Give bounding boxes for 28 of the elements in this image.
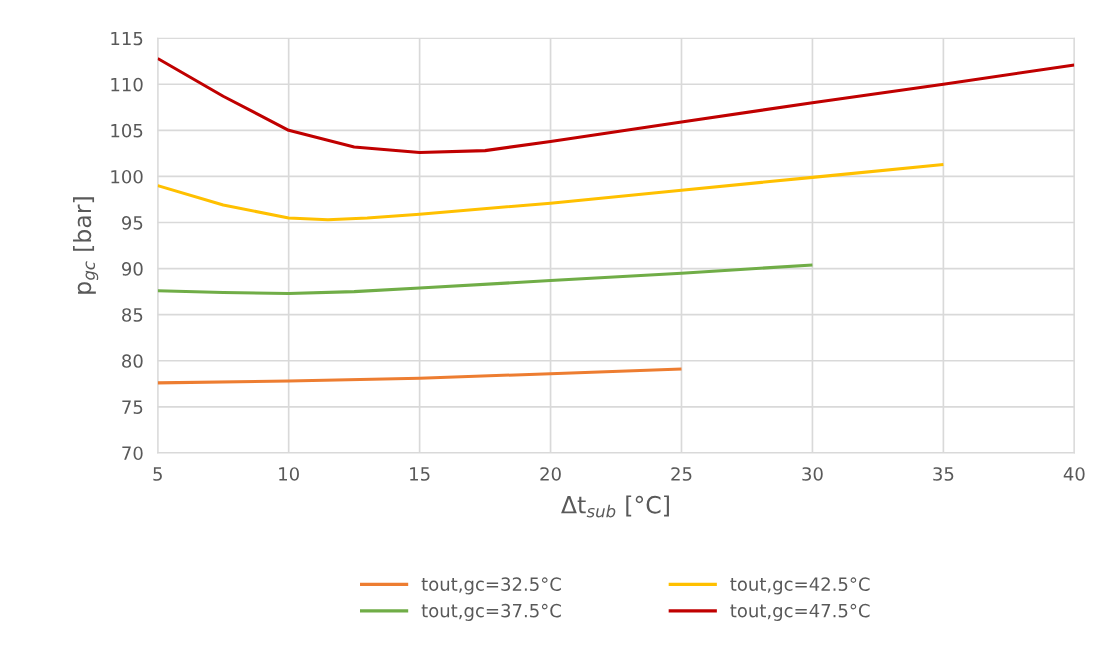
line-series: [157, 162, 945, 222]
x-tick-label: 20: [540, 467, 561, 481]
x-tick-label: 40: [1063, 467, 1085, 481]
y-tick-label: 85: [122, 308, 143, 322]
y-tick-label: 95: [122, 215, 143, 230]
legend-label: tout,gc=47.5°C: [730, 603, 870, 621]
y-tick-label: 90: [122, 262, 143, 276]
x-axis-title: Δt$_{sub}$ [°C]: [561, 495, 669, 518]
legend-label: tout,gc=32.5°C: [421, 577, 561, 595]
line-series: [157, 263, 814, 296]
x-tick-label: 10: [279, 467, 299, 481]
y-tick-label: 100: [111, 169, 143, 184]
y-tick-label: 70: [122, 446, 143, 461]
legend-label: tout,gc=42.5°C: [730, 577, 870, 595]
x-tick-label: 25: [671, 467, 692, 481]
y-tick-label: 75: [122, 400, 143, 414]
y-tick-label: 115: [111, 31, 143, 46]
line-series: [157, 367, 684, 385]
y-tick-label: 80: [122, 354, 143, 368]
x-tick-label: 15: [410, 467, 430, 481]
y-axis-title: p$_{gc}$ [bar]: [73, 197, 99, 294]
line-series: [157, 56, 1075, 154]
x-tick-label: 5: [153, 467, 162, 481]
y-tick-label: 110: [111, 77, 143, 92]
x-tick-label: 35: [933, 467, 954, 481]
x-tick-label: 30: [802, 467, 823, 481]
y-tick-label: 105: [111, 123, 143, 138]
legend-label: tout,gc=37.5°C: [421, 603, 561, 621]
